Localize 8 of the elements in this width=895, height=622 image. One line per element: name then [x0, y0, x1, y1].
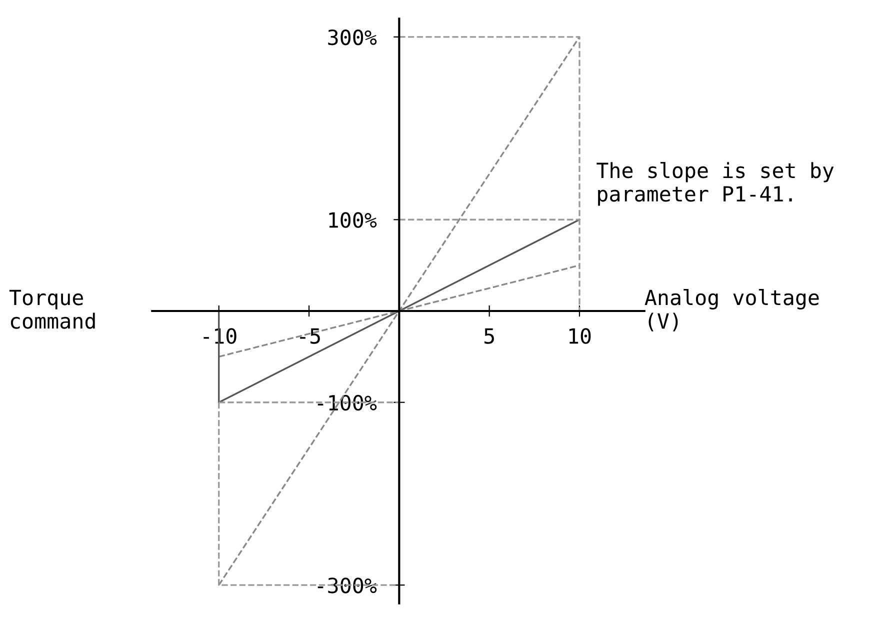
x-tick-label: 5: [484, 328, 494, 344]
y-axis-title: Torque command: [9, 290, 95, 329]
y-tick-label: 300%: [328, 29, 377, 46]
annotation: The slope is set by parameter P1-41.: [596, 162, 834, 206]
y-tick-label: 100%: [329, 212, 377, 228]
x-tick-label: 10: [569, 328, 591, 344]
x-axis-title: Analog voltage (V): [644, 289, 819, 332]
x-tick-label: -5: [300, 328, 320, 344]
